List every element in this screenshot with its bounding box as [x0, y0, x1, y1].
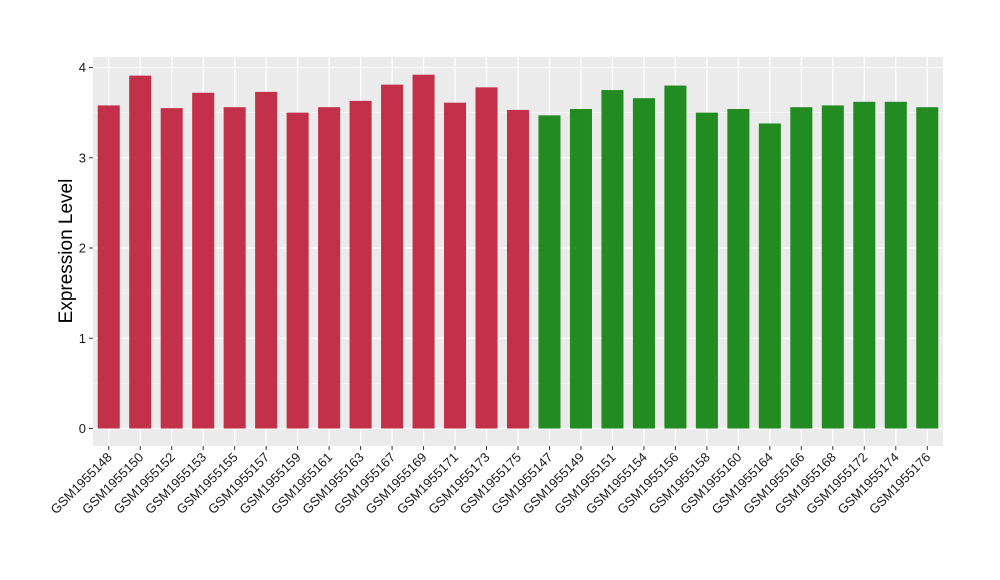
bar-GSM1955173 — [475, 87, 498, 429]
bar-GSM1955167 — [381, 84, 404, 429]
bar-GSM1955164 — [758, 123, 781, 429]
bar-GSM1955160 — [727, 109, 750, 429]
y-tick-label: 3 — [79, 150, 86, 165]
bar-GSM1955174 — [884, 101, 907, 429]
bar-GSM1955151 — [601, 90, 624, 429]
bar-GSM1955176 — [916, 107, 939, 429]
bar-GSM1955172 — [853, 101, 876, 429]
bar-GSM1955154 — [632, 98, 655, 429]
bar-GSM1955169 — [412, 74, 435, 429]
bar-GSM1955163 — [349, 100, 372, 429]
bar-GSM1955152 — [160, 108, 183, 429]
bar-GSM1955147 — [538, 115, 561, 429]
bar-GSM1955171 — [444, 102, 467, 429]
bars — [97, 74, 939, 429]
bar-GSM1955148 — [97, 105, 120, 429]
bar-GSM1955149 — [569, 109, 592, 429]
y-tick-label: 0 — [79, 421, 86, 436]
bar-GSM1955155 — [223, 107, 246, 429]
x-axis: GSM1955148GSM1955150GSM1955152GSM1955153… — [48, 446, 933, 517]
y-tick-label: 2 — [79, 241, 86, 256]
y-axis-title: Expression Level — [56, 179, 77, 324]
bar-GSM1955153 — [192, 92, 215, 429]
y-tick-label: 4 — [79, 60, 86, 75]
y-axis: 0 1 2 3 4 — [79, 60, 93, 436]
bar-GSM1955158 — [695, 112, 718, 429]
bar-GSM1955150 — [129, 75, 152, 429]
bar-GSM1955175 — [506, 109, 530, 429]
bar-GSM1955168 — [821, 105, 844, 429]
bar-GSM1955157 — [255, 91, 278, 429]
y-tick-label: 1 — [79, 331, 86, 346]
bar-GSM1955156 — [664, 85, 687, 429]
bar-GSM1955159 — [286, 112, 309, 429]
bar-GSM1955161 — [318, 107, 341, 429]
bar-GSM1955166 — [790, 107, 813, 429]
